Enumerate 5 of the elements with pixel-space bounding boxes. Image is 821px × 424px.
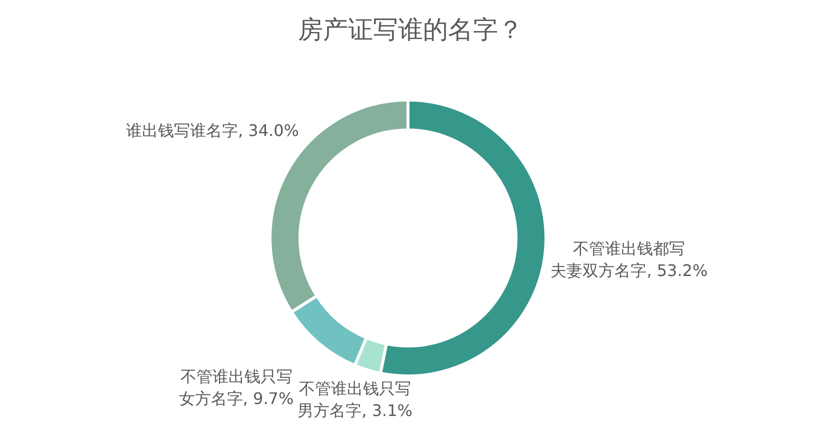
slice-label: 不管谁出钱只写女方名字, 9.7% (178, 366, 294, 410)
slice-label: 不管谁出钱都写夫妻双方名字, 53.2% (550, 238, 708, 282)
slice-label: 不管谁出钱只写男方名字, 3.1% (298, 378, 412, 422)
slice-label: 谁出钱写谁名字, 34.0% (126, 120, 299, 142)
chart-title: 房产证写谁的名字？ (298, 15, 523, 44)
